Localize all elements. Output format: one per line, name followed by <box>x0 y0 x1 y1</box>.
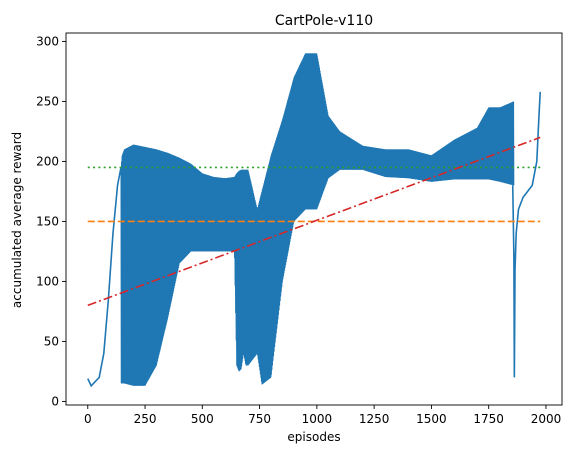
plot-area <box>87 53 542 388</box>
y-tick-label: 50 <box>44 334 59 348</box>
series-line-5 <box>87 136 541 307</box>
series-band-fill-1 <box>120 53 514 386</box>
y-tick-label: 300 <box>36 34 59 48</box>
chart-title: CartPole-v110 <box>275 13 373 29</box>
x-tick-label: 1500 <box>416 412 447 426</box>
y-axis-label: accumulated average reward <box>10 132 24 308</box>
x-tick-label: 0 <box>84 412 92 426</box>
axes-frame <box>65 32 563 406</box>
series-line-0 <box>87 167 122 388</box>
x-tick-label: 1000 <box>302 412 333 426</box>
y-tick-label: 0 <box>51 394 59 408</box>
x-tick-label: 500 <box>191 412 214 426</box>
y-tick-label: 250 <box>36 94 59 108</box>
x-tick-label: 750 <box>248 412 271 426</box>
x-tick-label: 1250 <box>359 412 390 426</box>
y-tick-label: 100 <box>36 274 59 288</box>
x-axis-label: episodes <box>287 430 340 444</box>
series-line-2 <box>511 91 542 378</box>
x-tick-label: 2000 <box>531 412 562 426</box>
x-tick-label: 250 <box>134 412 157 426</box>
y-tick-label: 150 <box>36 214 59 228</box>
axes: 0 250 500 750 1000 1250 1500 1750 2000 0 50 100 150 2… <box>36 32 563 426</box>
y-tick-label: 200 <box>36 154 59 168</box>
x-tick-label: 1750 <box>473 412 504 426</box>
